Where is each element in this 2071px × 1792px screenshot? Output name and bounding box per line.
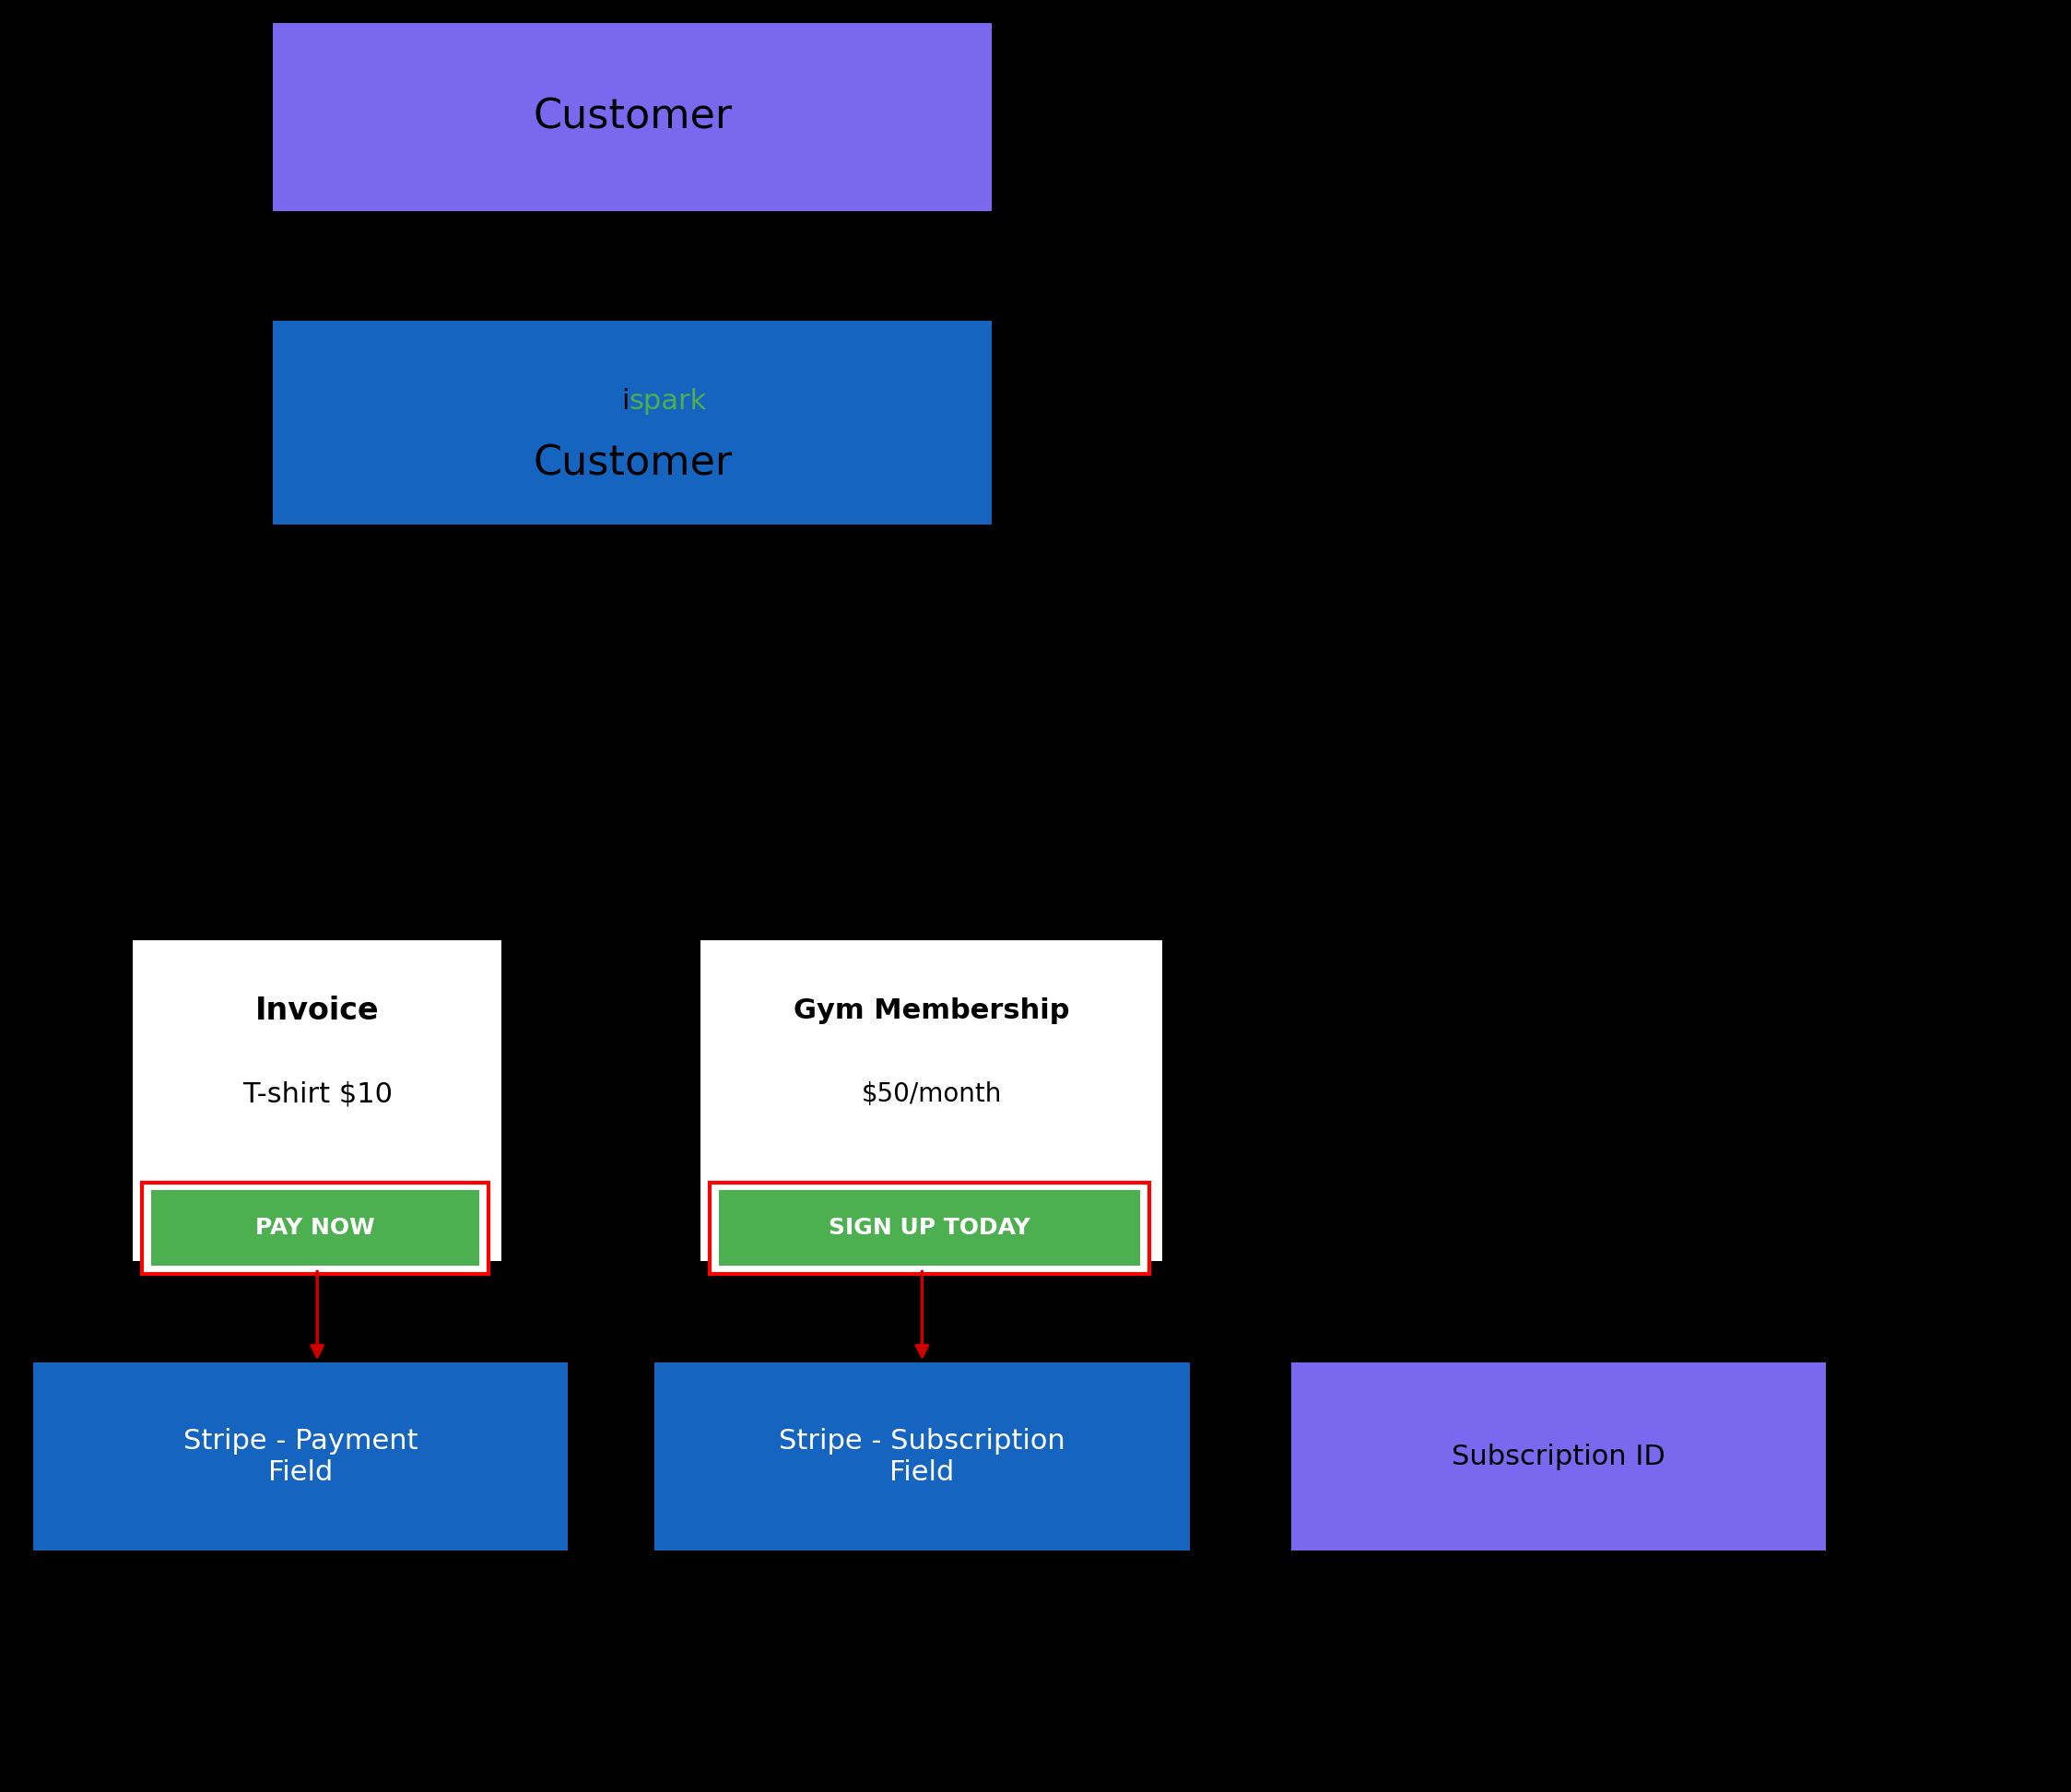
Bar — [700, 939, 1162, 1262]
Text: T-shirt $10: T-shirt $10 — [242, 1081, 391, 1107]
Bar — [710, 1183, 1149, 1274]
Text: Subscription ID: Subscription ID — [1452, 1443, 1665, 1469]
Text: spark: spark — [630, 389, 706, 416]
Text: Invoice: Invoice — [255, 995, 379, 1025]
Text: i: i — [621, 389, 630, 416]
Text: PAY NOW: PAY NOW — [255, 1217, 375, 1238]
Text: Customer: Customer — [532, 97, 733, 138]
Bar — [143, 1183, 489, 1274]
Bar — [273, 321, 992, 525]
Bar — [133, 939, 501, 1262]
Text: Stripe - Subscription
Field: Stripe - Subscription Field — [779, 1428, 1064, 1486]
Bar — [33, 1362, 567, 1550]
Bar — [151, 1190, 480, 1265]
Text: Stripe - Payment
Field: Stripe - Payment Field — [182, 1428, 418, 1486]
Bar — [1290, 1362, 1827, 1550]
Bar — [719, 1190, 1139, 1265]
Text: SIGN UP TODAY: SIGN UP TODAY — [828, 1217, 1031, 1238]
Text: $50/month: $50/month — [862, 1081, 1002, 1107]
Text: Customer: Customer — [532, 444, 733, 484]
Text: Gym Membership: Gym Membership — [793, 996, 1069, 1023]
Bar — [654, 1362, 1189, 1550]
Bar — [273, 23, 992, 211]
